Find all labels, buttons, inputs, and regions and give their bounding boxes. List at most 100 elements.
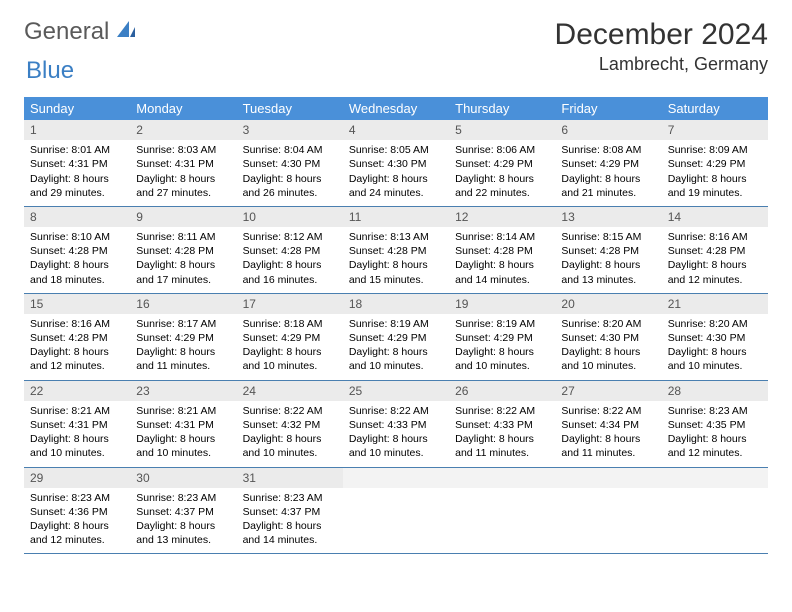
empty-day-header (449, 468, 555, 488)
day-details: Sunrise: 8:22 AMSunset: 4:33 PMDaylight:… (343, 401, 449, 467)
calendar-day-cell: 13Sunrise: 8:15 AMSunset: 4:28 PMDayligh… (555, 206, 661, 293)
calendar-week-row: 8Sunrise: 8:10 AMSunset: 4:28 PMDaylight… (24, 206, 768, 293)
sunset-line: Sunset: 4:30 PM (561, 331, 655, 345)
day-details: Sunrise: 8:13 AMSunset: 4:28 PMDaylight:… (343, 227, 449, 293)
calendar-week-row: 15Sunrise: 8:16 AMSunset: 4:28 PMDayligh… (24, 293, 768, 380)
calendar-day-cell: 20Sunrise: 8:20 AMSunset: 4:30 PMDayligh… (555, 293, 661, 380)
sunset-line: Sunset: 4:29 PM (243, 331, 337, 345)
day-details: Sunrise: 8:09 AMSunset: 4:29 PMDaylight:… (662, 140, 768, 206)
sunrise-line: Sunrise: 8:04 AM (243, 143, 337, 157)
sunset-line: Sunset: 4:31 PM (30, 157, 124, 171)
daylight-line: Daylight: 8 hours and 10 minutes. (349, 345, 443, 373)
sunset-line: Sunset: 4:28 PM (455, 244, 549, 258)
calendar-day-cell: 29Sunrise: 8:23 AMSunset: 4:36 PMDayligh… (24, 467, 130, 554)
day-details: Sunrise: 8:10 AMSunset: 4:28 PMDaylight:… (24, 227, 130, 293)
sunset-line: Sunset: 4:29 PM (455, 331, 549, 345)
day-number: 7 (662, 120, 768, 140)
sunrise-line: Sunrise: 8:03 AM (136, 143, 230, 157)
calendar-day-cell: 24Sunrise: 8:22 AMSunset: 4:32 PMDayligh… (237, 380, 343, 467)
sunrise-line: Sunrise: 8:22 AM (561, 404, 655, 418)
day-number: 8 (24, 207, 130, 227)
daylight-line: Daylight: 8 hours and 24 minutes. (349, 172, 443, 200)
daylight-line: Daylight: 8 hours and 10 minutes. (455, 345, 549, 373)
calendar-day-cell: 25Sunrise: 8:22 AMSunset: 4:33 PMDayligh… (343, 380, 449, 467)
daylight-line: Daylight: 8 hours and 29 minutes. (30, 172, 124, 200)
calendar-day-cell: 22Sunrise: 8:21 AMSunset: 4:31 PMDayligh… (24, 380, 130, 467)
sunrise-line: Sunrise: 8:22 AM (243, 404, 337, 418)
sunrise-line: Sunrise: 8:05 AM (349, 143, 443, 157)
daylight-line: Daylight: 8 hours and 10 minutes. (243, 345, 337, 373)
sunset-line: Sunset: 4:31 PM (136, 157, 230, 171)
daylight-line: Daylight: 8 hours and 14 minutes. (455, 258, 549, 286)
sunrise-line: Sunrise: 8:10 AM (30, 230, 124, 244)
day-details: Sunrise: 8:23 AMSunset: 4:36 PMDaylight:… (24, 488, 130, 554)
sunrise-line: Sunrise: 8:08 AM (561, 143, 655, 157)
calendar-day-cell: 30Sunrise: 8:23 AMSunset: 4:37 PMDayligh… (130, 467, 236, 554)
day-number: 15 (24, 294, 130, 314)
day-number: 11 (343, 207, 449, 227)
sunrise-line: Sunrise: 8:13 AM (349, 230, 443, 244)
sunrise-line: Sunrise: 8:16 AM (30, 317, 124, 331)
empty-day-body (555, 488, 661, 546)
empty-day-body (662, 488, 768, 546)
day-number: 24 (237, 381, 343, 401)
calendar-week-row: 29Sunrise: 8:23 AMSunset: 4:36 PMDayligh… (24, 467, 768, 554)
sunrise-line: Sunrise: 8:23 AM (243, 491, 337, 505)
day-details: Sunrise: 8:11 AMSunset: 4:28 PMDaylight:… (130, 227, 236, 293)
daylight-line: Daylight: 8 hours and 15 minutes. (349, 258, 443, 286)
day-details: Sunrise: 8:23 AMSunset: 4:35 PMDaylight:… (662, 401, 768, 467)
sunrise-line: Sunrise: 8:16 AM (668, 230, 762, 244)
day-number: 2 (130, 120, 236, 140)
daylight-line: Daylight: 8 hours and 11 minutes. (136, 345, 230, 373)
daylight-line: Daylight: 8 hours and 12 minutes. (668, 258, 762, 286)
sunset-line: Sunset: 4:35 PM (668, 418, 762, 432)
sunset-line: Sunset: 4:33 PM (455, 418, 549, 432)
day-number: 1 (24, 120, 130, 140)
calendar-week-row: 1Sunrise: 8:01 AMSunset: 4:31 PMDaylight… (24, 120, 768, 206)
daylight-line: Daylight: 8 hours and 16 minutes. (243, 258, 337, 286)
day-details: Sunrise: 8:16 AMSunset: 4:28 PMDaylight:… (662, 227, 768, 293)
sunset-line: Sunset: 4:33 PM (349, 418, 443, 432)
sunset-line: Sunset: 4:28 PM (136, 244, 230, 258)
day-details: Sunrise: 8:20 AMSunset: 4:30 PMDaylight:… (555, 314, 661, 380)
location-label: Lambrecht, Germany (555, 54, 768, 75)
calendar-day-cell: 17Sunrise: 8:18 AMSunset: 4:29 PMDayligh… (237, 293, 343, 380)
day-number: 5 (449, 120, 555, 140)
daylight-line: Daylight: 8 hours and 12 minutes. (668, 432, 762, 460)
weekday-header: Friday (555, 97, 661, 120)
daylight-line: Daylight: 8 hours and 14 minutes. (243, 519, 337, 547)
calendar-day-cell: 12Sunrise: 8:14 AMSunset: 4:28 PMDayligh… (449, 206, 555, 293)
day-number: 16 (130, 294, 236, 314)
calendar-day-cell: 19Sunrise: 8:19 AMSunset: 4:29 PMDayligh… (449, 293, 555, 380)
sunrise-line: Sunrise: 8:23 AM (30, 491, 124, 505)
calendar-day-cell: 11Sunrise: 8:13 AMSunset: 4:28 PMDayligh… (343, 206, 449, 293)
sunrise-line: Sunrise: 8:19 AM (349, 317, 443, 331)
sunrise-line: Sunrise: 8:06 AM (455, 143, 549, 157)
weekday-header: Tuesday (237, 97, 343, 120)
daylight-line: Daylight: 8 hours and 12 minutes. (30, 519, 124, 547)
calendar-day-cell: 1Sunrise: 8:01 AMSunset: 4:31 PMDaylight… (24, 120, 130, 206)
daylight-line: Daylight: 8 hours and 22 minutes. (455, 172, 549, 200)
day-details: Sunrise: 8:21 AMSunset: 4:31 PMDaylight:… (24, 401, 130, 467)
day-number: 31 (237, 468, 343, 488)
calendar-day-cell: 10Sunrise: 8:12 AMSunset: 4:28 PMDayligh… (237, 206, 343, 293)
daylight-line: Daylight: 8 hours and 11 minutes. (455, 432, 549, 460)
empty-day-header (343, 468, 449, 488)
daylight-line: Daylight: 8 hours and 13 minutes. (561, 258, 655, 286)
daylight-line: Daylight: 8 hours and 13 minutes. (136, 519, 230, 547)
logo-text-blue: Blue (26, 57, 74, 84)
daylight-line: Daylight: 8 hours and 19 minutes. (668, 172, 762, 200)
day-number: 4 (343, 120, 449, 140)
calendar-day-cell (662, 467, 768, 554)
sunrise-line: Sunrise: 8:23 AM (136, 491, 230, 505)
day-details: Sunrise: 8:19 AMSunset: 4:29 PMDaylight:… (343, 314, 449, 380)
sunrise-line: Sunrise: 8:15 AM (561, 230, 655, 244)
sunset-line: Sunset: 4:34 PM (561, 418, 655, 432)
calendar-day-cell: 2Sunrise: 8:03 AMSunset: 4:31 PMDaylight… (130, 120, 236, 206)
day-number: 25 (343, 381, 449, 401)
daylight-line: Daylight: 8 hours and 17 minutes. (136, 258, 230, 286)
sunset-line: Sunset: 4:30 PM (668, 331, 762, 345)
weekday-header: Thursday (449, 97, 555, 120)
day-details: Sunrise: 8:22 AMSunset: 4:34 PMDaylight:… (555, 401, 661, 467)
day-details: Sunrise: 8:23 AMSunset: 4:37 PMDaylight:… (237, 488, 343, 554)
